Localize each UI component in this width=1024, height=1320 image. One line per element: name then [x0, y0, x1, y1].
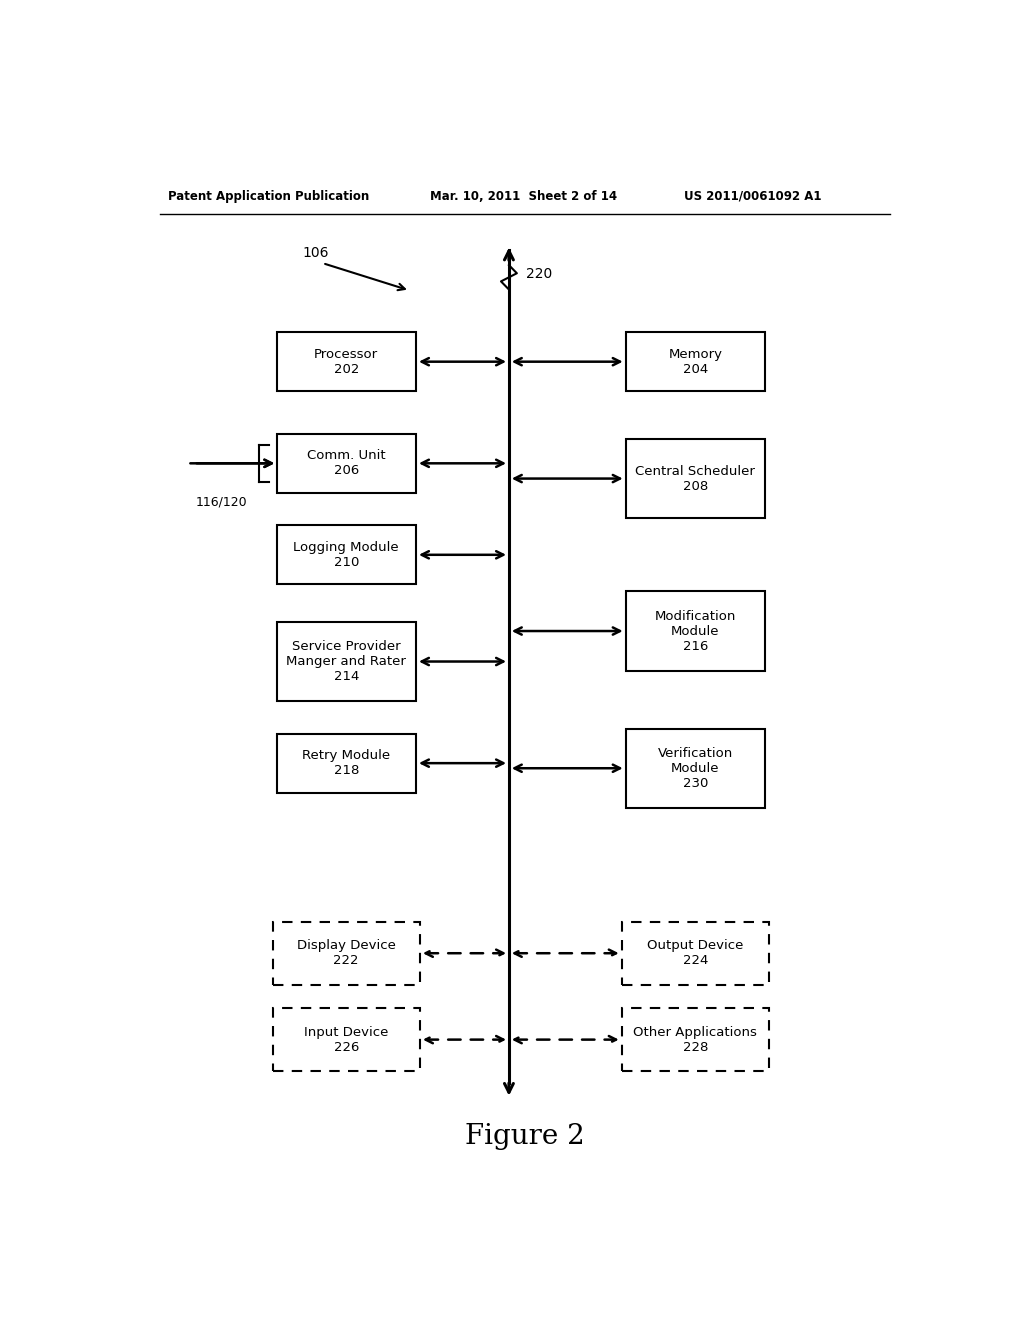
- Text: Memory
204: Memory 204: [669, 347, 722, 376]
- Bar: [626, 333, 765, 391]
- Text: Mar. 10, 2011  Sheet 2 of 14: Mar. 10, 2011 Sheet 2 of 14: [430, 190, 616, 202]
- Bar: [626, 440, 765, 519]
- Bar: [272, 1008, 420, 1071]
- Bar: [272, 921, 420, 985]
- Text: Output Device
224: Output Device 224: [647, 940, 743, 968]
- Text: Logging Module
210: Logging Module 210: [294, 541, 399, 569]
- Bar: [276, 622, 416, 701]
- Text: Verification
Module
230: Verification Module 230: [657, 747, 733, 789]
- Text: Processor
202: Processor 202: [314, 347, 378, 376]
- Text: Comm. Unit
206: Comm. Unit 206: [307, 449, 386, 478]
- Text: 116/120: 116/120: [196, 496, 247, 508]
- Text: Patent Application Publication: Patent Application Publication: [168, 190, 369, 202]
- Text: Modification
Module
216: Modification Module 216: [654, 610, 736, 652]
- Text: US 2011/0061092 A1: US 2011/0061092 A1: [684, 190, 821, 202]
- Bar: [626, 591, 765, 671]
- Bar: [276, 434, 416, 492]
- Text: Service Provider
Manger and Rater
214: Service Provider Manger and Rater 214: [287, 640, 407, 682]
- Text: Central Scheduler
208: Central Scheduler 208: [636, 465, 756, 492]
- Text: Figure 2: Figure 2: [465, 1123, 585, 1150]
- Bar: [276, 734, 416, 792]
- Text: Retry Module
218: Retry Module 218: [302, 750, 390, 777]
- Bar: [626, 729, 765, 808]
- Bar: [622, 921, 769, 985]
- Bar: [276, 333, 416, 391]
- Text: Input Device
226: Input Device 226: [304, 1026, 388, 1053]
- Text: Other Applications
228: Other Applications 228: [634, 1026, 758, 1053]
- Bar: [276, 525, 416, 585]
- Text: Display Device
222: Display Device 222: [297, 940, 395, 968]
- Bar: [622, 1008, 769, 1071]
- Text: 220: 220: [526, 267, 553, 281]
- Text: 106: 106: [303, 246, 329, 260]
